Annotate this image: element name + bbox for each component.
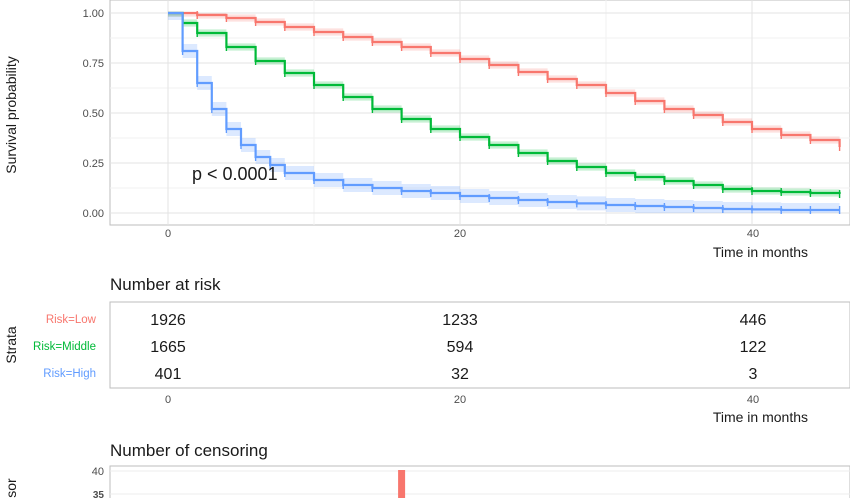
x-axis-label: Time in months xyxy=(713,244,808,260)
y-tick-label: 0.00 xyxy=(83,208,104,220)
x-tick-label: 20 xyxy=(454,394,466,406)
survival-curves xyxy=(168,11,841,214)
x-tick-label: 0 xyxy=(165,394,171,406)
risk-table-title: Number at risk xyxy=(110,275,221,294)
y-tick-label: 0.25 xyxy=(83,158,104,170)
risk-count: 3 xyxy=(749,366,758,383)
censoring-panel: Number of censoring 40 35 sor xyxy=(3,441,850,498)
x-tick-label: 40 xyxy=(747,228,759,240)
x-axis-label: Time in months xyxy=(713,409,808,425)
p-value-annotation: p < 0.0001 xyxy=(192,164,278,184)
strata-axis-label: Strata xyxy=(3,326,19,364)
x-tick-label: 20 xyxy=(454,228,466,240)
y-tick-label: 1.00 xyxy=(83,8,104,20)
censoring-title: Number of censoring xyxy=(110,441,268,460)
strata-label-low: Risk=Low xyxy=(46,314,97,326)
risk-count: 1665 xyxy=(150,339,186,356)
risk-table-panel: Number at risk Risk=Low Risk=Middle Risk… xyxy=(3,275,850,425)
censoring-bar xyxy=(398,470,406,498)
y-axis-label: Survival probability xyxy=(3,56,19,174)
risk-count: 446 xyxy=(740,312,767,329)
risk-count: 1926 xyxy=(150,312,186,329)
x-tick-label: 0 xyxy=(165,228,171,240)
risk-count: 32 xyxy=(451,366,469,383)
y-tick-label: 40 xyxy=(92,466,104,478)
risk-count: 401 xyxy=(155,366,182,383)
strata-label-high: Risk=High xyxy=(43,368,96,380)
y-tick-label: 0.75 xyxy=(83,58,104,70)
y-tick-label: 0.50 xyxy=(83,108,104,120)
risk-count: 122 xyxy=(740,339,767,356)
survival-panel: 1.00 0.75 0.50 0.25 0.00 0 20 40 Time in… xyxy=(3,0,850,260)
risk-count: 594 xyxy=(447,339,474,356)
risk-count: 1233 xyxy=(442,312,478,329)
censoring-y-axis-label: sor xyxy=(3,478,19,498)
risk-table-area xyxy=(109,301,850,389)
y-tick-label: 35 xyxy=(93,490,105,498)
strata-label-middle: Risk=Middle xyxy=(33,341,96,353)
x-tick-label: 40 xyxy=(747,394,759,406)
